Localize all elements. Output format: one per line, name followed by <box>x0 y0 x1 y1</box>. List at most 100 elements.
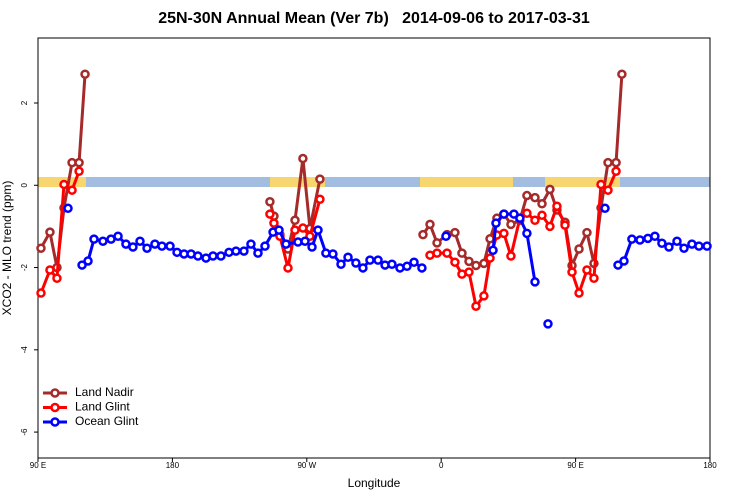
data-point <box>128 242 138 252</box>
data-point <box>627 234 637 244</box>
data-point <box>702 241 712 251</box>
y-tick-label: 0 <box>20 182 29 187</box>
data-point <box>485 253 495 263</box>
data-point <box>522 228 532 239</box>
data-point <box>246 239 256 249</box>
strip-ocean <box>620 177 710 187</box>
data-point <box>283 263 293 273</box>
data-point <box>574 288 584 298</box>
data-point <box>582 227 592 238</box>
data-point <box>239 246 249 256</box>
legend-label: Land Nadir <box>75 385 134 399</box>
data-point <box>300 236 310 246</box>
data-point <box>603 157 613 168</box>
data-point <box>425 219 435 230</box>
data-point <box>530 192 540 203</box>
data-point <box>351 258 361 268</box>
data-point <box>290 225 300 235</box>
legend-item: Land Nadir <box>43 385 134 399</box>
strip-ocean <box>325 177 420 187</box>
data-point <box>298 223 308 233</box>
y-tick-label: -4 <box>20 346 29 354</box>
data-point <box>67 185 77 195</box>
x-tick-label: 180 <box>166 461 180 470</box>
data-point <box>417 263 427 273</box>
data-point <box>457 248 467 258</box>
data-point <box>402 261 412 272</box>
data-point <box>193 251 203 261</box>
data-point <box>135 236 145 246</box>
data-point <box>216 251 226 261</box>
legend-label: Land Glint <box>75 400 130 414</box>
data-point <box>515 213 525 223</box>
x-tick-label: 90 E <box>567 461 583 470</box>
chart-title: 25N-30N Annual Mean (Ver 7b) 2014-09-06 … <box>158 10 590 27</box>
data-point <box>522 190 532 201</box>
y-tick-label: -2 <box>20 263 29 271</box>
data-point <box>313 225 323 235</box>
data-point <box>36 288 46 298</box>
data-point <box>365 255 375 265</box>
data-point <box>432 248 442 258</box>
strip-ocean <box>513 177 545 187</box>
legend-marker <box>50 417 60 427</box>
data-point <box>290 215 300 225</box>
data-point <box>281 239 291 249</box>
data-point <box>522 208 532 218</box>
data-point <box>545 221 555 232</box>
data-point <box>488 245 498 256</box>
data-point <box>260 241 270 251</box>
data-point <box>596 179 606 190</box>
data-point <box>450 227 460 238</box>
strip-land <box>270 177 325 187</box>
strip-land <box>545 177 620 187</box>
data-point <box>600 203 610 214</box>
data-point <box>98 236 108 246</box>
data-point <box>650 231 660 242</box>
data-point <box>231 246 241 256</box>
data-point <box>560 220 570 230</box>
data-point <box>315 174 325 184</box>
data-point <box>471 260 481 271</box>
data-point <box>479 258 489 269</box>
data-point <box>208 251 218 261</box>
data-point <box>83 256 93 266</box>
data-point <box>298 153 308 164</box>
legend-label: Ocean Glint <box>75 414 139 428</box>
data-point <box>574 244 584 254</box>
data-point <box>74 166 84 177</box>
data-point <box>157 241 167 251</box>
data-point <box>552 201 562 211</box>
data-point <box>442 248 452 258</box>
data-point <box>613 260 623 270</box>
x-tick-label: 90 W <box>297 461 316 470</box>
data-point <box>464 256 474 267</box>
data-point <box>343 252 353 263</box>
data-point <box>74 157 84 168</box>
data-point <box>80 69 90 79</box>
data-point <box>59 179 69 190</box>
data-point <box>336 259 346 269</box>
data-point <box>679 243 689 253</box>
data-point <box>36 243 46 253</box>
data-point <box>464 267 474 277</box>
data-point <box>506 251 516 261</box>
y-tick-label: -6 <box>20 428 29 436</box>
data-point <box>358 263 368 273</box>
data-point <box>418 229 428 240</box>
data-point <box>265 209 275 219</box>
data-point <box>387 259 397 269</box>
data-point <box>619 256 629 266</box>
data-point <box>373 255 383 265</box>
strip-land <box>420 177 513 187</box>
x-axis-label: Longitude <box>348 476 401 490</box>
data-point <box>45 227 55 237</box>
data-point <box>479 291 489 301</box>
data-point <box>537 199 547 209</box>
data-point <box>543 319 553 329</box>
data-point <box>328 249 338 259</box>
data-point <box>315 194 325 205</box>
data-point <box>537 210 547 221</box>
